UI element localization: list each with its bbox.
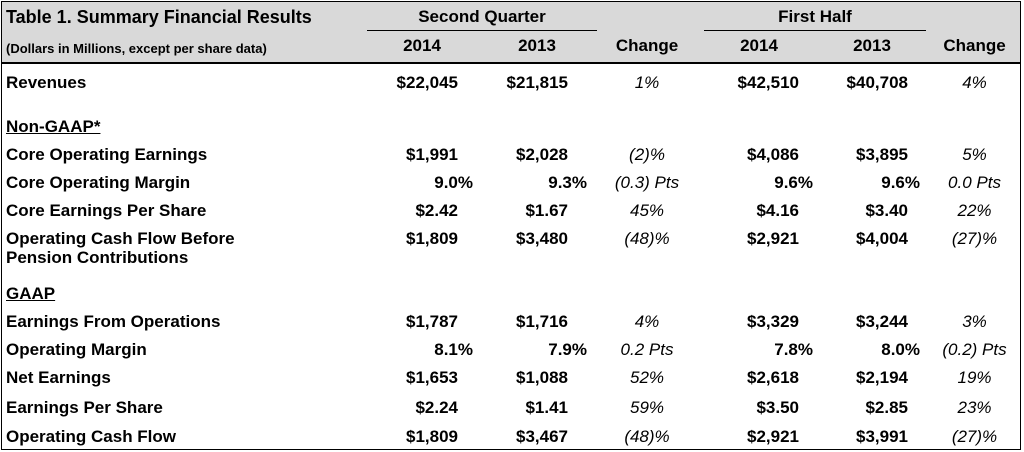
table-subtitle: (Dollars in Millions, except per share d… — [6, 41, 267, 56]
cell-eff-h1-2014: $3,329 — [747, 312, 799, 331]
cell-core-margin-q2-change: (0.3) Pts — [614, 173, 680, 192]
group-header-second-quarter: Second Quarter — [418, 7, 546, 26]
cell-core-eps-h1-change: 22% — [957, 201, 992, 220]
col-header-q2-change: Change — [615, 36, 679, 55]
row-label-revenues: Revenues — [6, 73, 87, 92]
cell-core-earnings-h1-2013: $3,895 — [856, 145, 908, 164]
cell-core-margin-h1-2013: 9.6% — [881, 173, 920, 192]
row-label-earnings-from-operations: Earnings From Operations — [6, 312, 221, 331]
col-header-h1-2013: 2013 — [853, 36, 891, 55]
row-label-core-operating-margin: Core Operating Margin — [6, 173, 191, 192]
cell-core-eps-q2-2014: $2.42 — [415, 201, 458, 220]
cell-ocf-h1-change: (27)% — [951, 427, 998, 446]
header-separator — [2, 62, 1020, 64]
cell-ocf-before-h1-2014: $2,921 — [747, 229, 799, 248]
col-header-q2-2014: 2014 — [403, 36, 441, 55]
cell-core-margin-q2-2013: 9.3% — [548, 173, 587, 192]
cell-eps-h1-change: 23% — [957, 398, 992, 417]
cell-ocf-h1-2014: $2,921 — [747, 427, 799, 446]
cell-core-earnings-q2-change: (2)% — [629, 145, 665, 164]
cell-revenues-q2-2014: $22,045 — [396, 73, 458, 92]
cell-core-eps-q2-2013: $1.67 — [525, 201, 568, 220]
cell-eps-h1-2013: $2.85 — [865, 398, 908, 417]
cell-net-q2-2013: $1,088 — [516, 368, 568, 387]
row-label-net-earnings: Net Earnings — [6, 368, 111, 387]
section-heading-non-gaap: Non-GAAP* — [6, 117, 101, 136]
cell-net-h1-2014: $2,618 — [747, 368, 799, 387]
cell-revenues-q2-2013: $21,815 — [506, 73, 568, 92]
row-label-core-operating-earnings: Core Operating Earnings — [6, 145, 208, 164]
cell-ocf-before-q2-2013: $3,480 — [516, 229, 568, 248]
cell-ocf-q2-change: (48)% — [624, 427, 670, 446]
row-label-ocf-before-line1: Operating Cash Flow Before — [6, 229, 235, 248]
cell-core-eps-q2-change: 45% — [629, 201, 665, 220]
cell-eff-h1-change: 3% — [962, 312, 987, 331]
cell-eps-q2-2014: $2.24 — [415, 398, 458, 417]
cell-revenues-h1-2014: $42,510 — [737, 73, 799, 92]
cell-revenues-h1-change: 4% — [962, 73, 987, 92]
cell-eps-q2-change: 59% — [629, 398, 665, 417]
cell-core-earnings-q2-2013: $2,028 — [516, 145, 568, 164]
cell-eff-h1-2013: $3,244 — [856, 312, 908, 331]
cell-ocf-before-h1-change: (27)% — [951, 229, 998, 248]
cell-core-eps-h1-2013: $3.40 — [865, 201, 908, 220]
col-header-h1-change: Change — [943, 36, 1006, 55]
cell-ocf-q2-2013: $3,467 — [516, 427, 568, 446]
row-label-operating-cash-flow: Operating Cash Flow — [6, 427, 177, 446]
cell-revenues-q2-change: 1% — [634, 73, 660, 92]
cell-eps-h1-2014: $3.50 — [756, 398, 799, 417]
row-label-operating-margin: Operating Margin — [6, 340, 147, 359]
cell-core-earnings-q2-2014: $1,991 — [406, 145, 458, 164]
cell-core-margin-q2-2014: 9.0% — [434, 173, 473, 192]
row-label-ocf-before-line2: Pension Contributions — [6, 248, 189, 267]
group-underline-second-quarter — [367, 30, 597, 31]
group-header-first-half: First Half — [778, 7, 852, 26]
cell-op-margin-q2-2014: 8.1% — [434, 340, 473, 359]
group-underline-first-half — [704, 30, 926, 31]
cell-ocf-before-q2-2014: $1,809 — [406, 229, 458, 248]
cell-core-earnings-h1-change: 5% — [962, 145, 987, 164]
cell-net-q2-change: 52% — [629, 368, 665, 387]
cell-eps-q2-2013: $1.41 — [525, 398, 568, 417]
row-label-core-earnings-per-share: Core Earnings Per Share — [6, 201, 207, 220]
cell-revenues-h1-2013: $40,708 — [846, 73, 908, 92]
cell-op-margin-h1-change: (0.2) Pts — [942, 340, 1007, 359]
table-title: Table 1. Summary Financial Results — [6, 7, 312, 27]
cell-op-margin-h1-2013: 8.0% — [881, 340, 920, 359]
cell-ocf-h1-2013: $3,991 — [856, 427, 908, 446]
cell-eff-q2-change: 4% — [634, 312, 660, 331]
cell-op-margin-q2-change: 0.2 Pts — [620, 340, 674, 359]
col-header-q2-2013: 2013 — [518, 36, 556, 55]
section-heading-gaap: GAAP — [6, 284, 56, 303]
row-label-earnings-per-share: Earnings Per Share — [6, 398, 163, 417]
table-header-background — [2, 2, 1020, 62]
cell-core-earnings-h1-2014: $4,086 — [747, 145, 799, 164]
cell-op-margin-q2-2013: 7.9% — [548, 340, 587, 359]
cell-ocf-before-h1-2013: $4,004 — [856, 229, 908, 248]
cell-core-eps-h1-2014: $4.16 — [756, 201, 799, 220]
cell-ocf-before-q2-change: (48)% — [624, 229, 670, 248]
cell-net-h1-2013: $2,194 — [856, 368, 908, 387]
cell-net-q2-2014: $1,653 — [406, 368, 458, 387]
cell-op-margin-h1-2014: 7.8% — [774, 340, 813, 359]
cell-core-margin-h1-change: 0.0 Pts — [948, 173, 1001, 192]
cell-core-margin-h1-2014: 9.6% — [774, 173, 813, 192]
cell-net-h1-change: 19% — [957, 368, 992, 387]
cell-eff-q2-2014: $1,787 — [406, 312, 458, 331]
col-header-h1-2014: 2014 — [740, 36, 778, 55]
cell-ocf-q2-2014: $1,809 — [406, 427, 458, 446]
cell-eff-q2-2013: $1,716 — [516, 312, 568, 331]
